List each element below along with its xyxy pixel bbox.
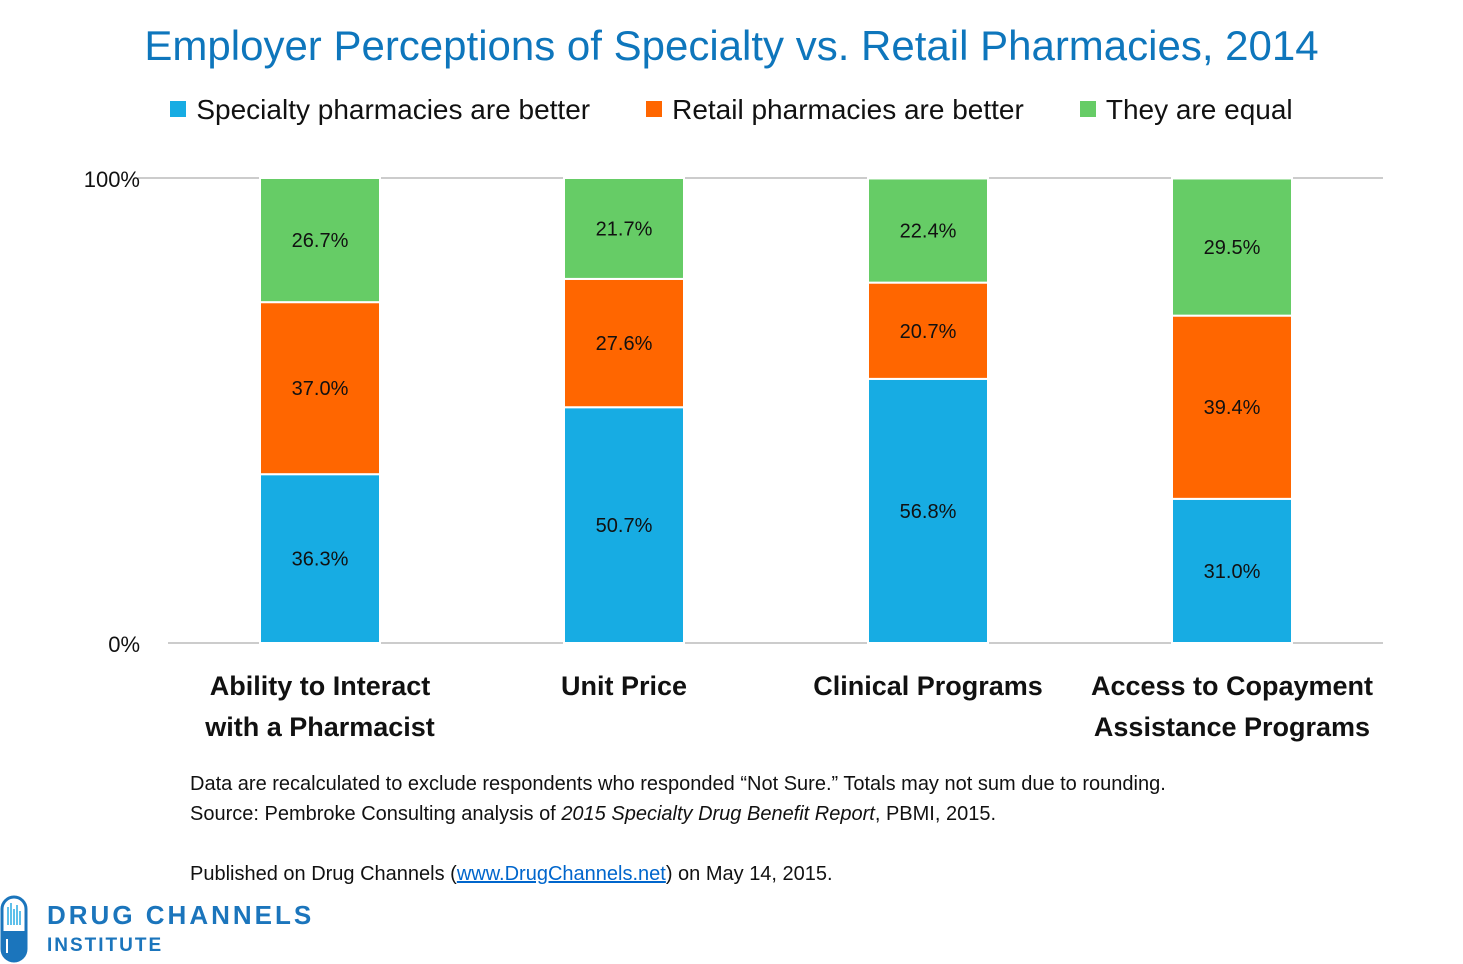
y-tick-100: 100%: [84, 167, 140, 192]
data-label: 22.4%: [900, 221, 957, 243]
bar-segment: [563, 277, 685, 409]
note-text: Published on Drug Channels (: [190, 863, 457, 885]
data-label: 26.7%: [292, 230, 349, 252]
legend-swatch: [170, 101, 187, 117]
logo-subtext: INSTITUTE: [47, 935, 164, 956]
category-label-line: with a Pharmacist: [205, 712, 435, 742]
bar-segment: [867, 281, 989, 380]
data-label: 20.7%: [900, 321, 957, 343]
category-label: Clinical Programs: [768, 666, 1088, 748]
legend-swatch: [1079, 101, 1096, 117]
bar-segment: [867, 177, 989, 284]
data-label: 36.3%: [292, 549, 349, 571]
note-text: , PBMI, 2015.: [874, 803, 996, 825]
drugchannels-link[interactable]: www.DrugChannels.net: [456, 863, 666, 885]
data-label: 56.8%: [900, 501, 957, 523]
bar-segment: [563, 177, 685, 280]
data-label: 27.6%: [596, 333, 653, 355]
bar-segment: [1171, 497, 1293, 644]
category-label-line: Assistance Programs: [1093, 712, 1371, 742]
legend-label: Retail pharmacies are better: [672, 94, 1024, 125]
category-label: Ability to Interact with a Pharmacist: [160, 666, 480, 748]
legend-label: They are equal: [1105, 94, 1293, 125]
category-label-line: Clinical Programs: [813, 671, 1043, 701]
data-label: 31.0%: [1204, 561, 1261, 583]
data-label: 21.7%: [596, 218, 653, 240]
chart-title: Employer Perceptions of Specialty vs. Re…: [144, 22, 1319, 69]
logo-text: DRUG CHANNELS: [47, 900, 315, 930]
note-text: Source: Pembroke Consulting analysis of: [190, 803, 562, 825]
bars: 36.3% 37.0% 26.7% 50.7% 27.6% 21.7% 56.8% 20.7%…: [259, 177, 1293, 644]
y-tick-0: 0%: [108, 632, 140, 657]
data-label: 29.5%: [1204, 237, 1261, 259]
bar-segment: [1171, 177, 1293, 317]
category-label-line: Unit Price: [560, 671, 688, 701]
category-label: Access to Copayment Assistance Programs: [1072, 666, 1392, 748]
legend: Specialty pharmacies are better Retail p…: [0, 94, 1463, 126]
legend-item-specialty: Specialty pharmacies are better: [170, 94, 590, 126]
legend-item-retail: Retail pharmacies are better: [646, 94, 1024, 126]
bar-segment: [563, 406, 685, 644]
note-line-1: Data are recalculated to exclude respond…: [190, 773, 1166, 795]
bar-segment: [1171, 314, 1293, 500]
logo-capsule-icon: [0, 895, 28, 963]
bar-segment: [259, 177, 381, 304]
legend-swatch: [646, 101, 663, 117]
data-label: 50.7%: [596, 515, 653, 537]
legend-item-equal: They are equal: [1079, 94, 1293, 126]
category-label-line: Ability to Interact: [209, 671, 431, 701]
category-label-line: [768, 707, 1088, 748]
report-title: 2015 Specialty Drug Benefit Report: [561, 803, 875, 825]
bar-segment: [867, 377, 989, 644]
note-text: ) on May 14, 2015.: [665, 863, 833, 885]
plot-area: 100% 0% 36.3% 37.0% 26.7% 50.7% 27.6% 21.7% 56…: [84, 167, 1383, 657]
data-label: 37.0%: [292, 378, 349, 400]
category-label-line: Access to Copayment: [1090, 671, 1374, 701]
note-line-3: Published on Drug Channels (www.DrugChan…: [190, 863, 833, 886]
bar-segment: [259, 301, 381, 476]
data-label: 39.4%: [1204, 397, 1261, 419]
legend-label: Specialty pharmacies are better: [196, 94, 591, 125]
note-line-2: Source: Pembroke Consulting analysis of …: [190, 803, 996, 826]
category-label: Unit Price: [464, 666, 784, 748]
category-label-line: [464, 707, 784, 748]
